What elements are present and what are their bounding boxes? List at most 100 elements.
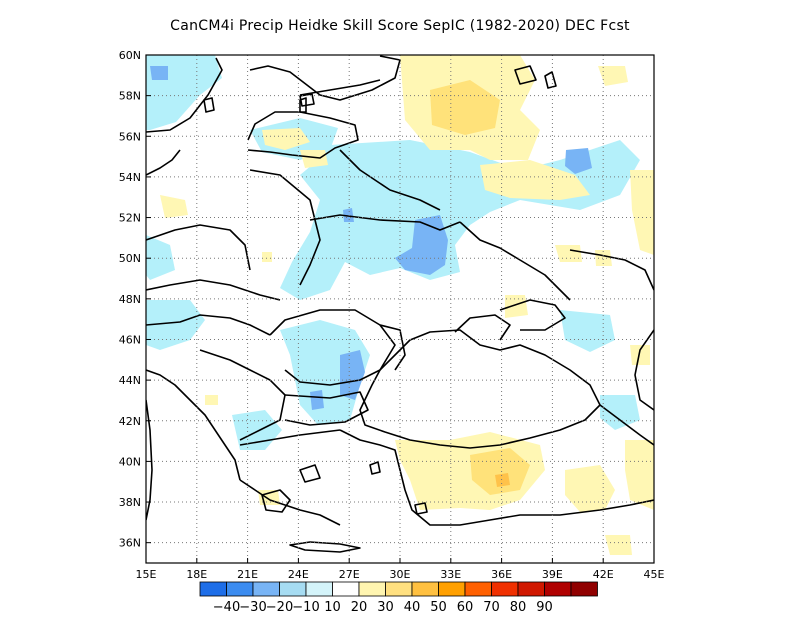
yellow-core-north [430,80,500,135]
colorbar-swatch [517,581,545,597]
colorbar-swatch [305,581,333,597]
colorbar-label: 30 [377,600,394,615]
colorbar-label: 20 [351,600,368,615]
blue-core-bulgaria [310,390,324,410]
coastline-azov [499,299,566,331]
colorbar-swatch [279,581,307,597]
yellow-patch-south [605,535,632,555]
latitude-axis: 36N 38N 40N 42N 44N 46N 48N 50N 52N 54N 56N 58N 60N [119,49,151,550]
island-peloponnese [261,489,291,513]
island-saaremaa [299,93,315,107]
coastline-crimea [454,314,511,341]
coastline-baltic [146,55,401,159]
colorbar-swatch [464,581,492,597]
tick-label-lat: 40N [119,455,141,468]
yellow-patch-adriatic [205,395,218,405]
border-russia-belarus [339,149,441,211]
blue-patch-east [560,310,615,352]
tick-label-lon: 24E [288,568,309,581]
border-russia-kazakh [569,249,654,291]
yellow-patch-baltic [262,128,310,150]
coastline-caspian [634,329,654,411]
tick-label-lon: 18E [186,568,207,581]
tick-label-lon: 27E [339,568,360,581]
coastlines-borders [146,55,654,553]
colorbar-swatch [491,581,519,597]
tick-label-lon: 45E [644,568,665,581]
tick-label-lat: 60N [119,49,141,62]
colorbar-label: −20 [266,600,293,615]
tick-label-lat: 36N [119,537,141,550]
tick-label-lon: 33E [440,568,461,581]
lake-ladoga [514,65,537,85]
chart-title: CanCM4i Precip Heidke Skill Score SepIC … [170,18,630,34]
yellow-patch-don [595,250,612,266]
colorbar-swatch [570,581,598,597]
blue-patch-caucasus [600,395,640,430]
yellow-patch-east-edge [630,170,654,255]
colorbar-swatch [385,581,413,597]
coastline-greece [239,479,341,526]
lake-peipus [299,97,307,113]
yellow-patch-ukraine-south [505,295,528,318]
tick-label-lat: 52N [119,212,141,225]
yellow-patch-poland [300,150,328,168]
island-crete [289,541,361,553]
border-belarus-ukraine [309,214,461,231]
border-austria-hungary [146,314,271,336]
blue-core-north [150,66,168,80]
yellow-core-anatolia [470,448,530,495]
border-balkans [199,349,286,441]
coastline-italy [146,399,153,521]
yellow-patch-caucasus-south [625,440,654,510]
colorbar-label: 70 [483,600,500,615]
coastline-adriatic [146,369,241,481]
border-czech [146,279,281,301]
blue-patch-romania [280,320,370,425]
colorbar-swatch [252,581,280,597]
colorbar-label: 40 [404,600,421,615]
tick-label-lat: 50N [119,252,141,265]
island-rhodes [414,502,428,515]
blue-patch-alps [146,300,205,350]
tick-label-lat: 42N [119,415,141,428]
tick-label-lat: 48N [119,293,141,306]
tick-label-lat: 38N [119,496,141,509]
tick-label-lon: 30E [390,568,411,581]
border-ukraine-russia [459,221,571,301]
colorbar-label: −40 [213,600,240,615]
yellow-patch-east-russia [480,160,590,200]
yellow-patch-northeast [598,66,628,86]
lake-onega [544,71,557,89]
orange-core-anatolia [495,473,510,487]
yellow-patch-crimea-east [630,345,650,365]
island-lesbos [369,461,381,475]
colorbar-label: 80 [510,600,527,615]
tick-label-lat: 56N [119,130,141,143]
yellow-patch-hungary [262,252,272,262]
colorbar-swatch [411,581,439,597]
blue-core-russia [565,148,592,174]
colorbar-swatch [199,581,227,597]
border-moldova [379,324,406,371]
border-turkey-east [599,404,654,446]
blue-patch-west [146,235,175,280]
border-germany-poland [146,224,251,271]
tick-label-lat: 54N [119,171,141,184]
gridlines [146,55,654,563]
colorbar-swatch [332,581,360,597]
coastline-aegean [339,429,654,526]
border-romania [269,309,396,386]
colorbar-label: 60 [457,600,474,615]
island-gotland [203,97,215,113]
blue-core-belarus [343,208,354,222]
colorbar-label: 50 [430,600,447,615]
blue-core-romania [340,350,365,400]
yellow-patch-germany [160,195,188,218]
colorbar [199,581,598,597]
colorbar-labels: −40 −30 −20 −10 10 20 30 40 50 60 70 80 90 [213,600,553,615]
tick-label-lon: 39E [542,568,563,581]
tick-label-lon: 42E [593,568,614,581]
tick-label-lat: 44N [119,374,141,387]
